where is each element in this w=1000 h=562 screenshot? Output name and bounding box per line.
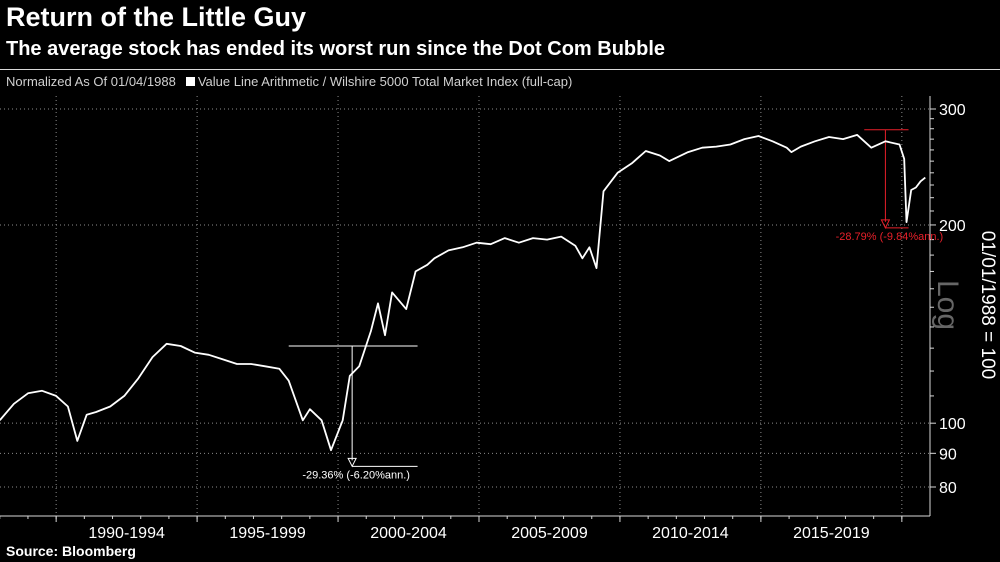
x-tick-label: 2000-2004 [370,525,447,542]
log-scale-label: Log [931,280,964,330]
normalization-note: Normalized As Of 01/04/1988 [6,74,176,89]
x-tick-label: 2005-2009 [511,525,588,542]
chart-subtitle: The average stock has ended its worst ru… [6,38,666,60]
series-line [0,134,926,452]
y-tick-label-80: 80 [939,480,957,497]
annotation-label: -29.36% (-6.20%ann.) [302,469,410,481]
annotation-arrow [880,219,891,229]
y-tick-label-200: 200 [939,218,966,235]
annotation-label: -28.79% (-9.84%ann.) [836,231,944,243]
x-tick-label: 1990-1994 [88,525,165,542]
x-tick-label: 2010-2014 [652,525,729,542]
x-tick-label: 1995-1999 [229,525,306,542]
series-swatch [185,77,195,86]
y-axis-title: 01/01/1988 = 100 [977,231,998,379]
legend-series-label: Value Line Arithmetic / Wilshire 5000 To… [197,74,573,89]
axes: 300 200 100 90 80 1990-1994 1995-1999 2000-2004… [0,96,966,542]
y-tick-label-90: 90 [939,446,957,463]
x-tick-label: 2015-2019 [793,525,870,542]
chart-title: Return of the Little Guy [6,2,306,32]
annotation-arrow [347,457,357,468]
header-divider [0,69,1000,70]
grid-lines [0,96,930,516]
y-tick-label-300: 300 [939,102,966,119]
source-note: Source: Bloomberg [6,543,136,559]
annotations: -29.36% (-6.20%ann.) -28.79% (-9.84%ann.) [288,129,944,481]
legend: Normalized As Of 01/04/1988 Value Line Ar… [6,74,572,89]
y-tick-label-100: 100 [939,416,966,433]
